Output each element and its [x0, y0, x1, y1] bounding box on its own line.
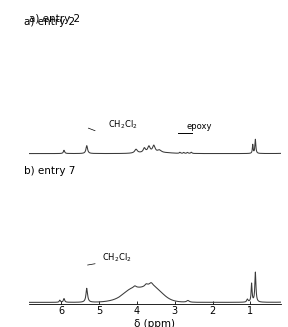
X-axis label: δ (ppm): δ (ppm) — [134, 319, 175, 327]
Text: CH$_2$Cl$_2$: CH$_2$Cl$_2$ — [108, 118, 138, 131]
Text: a) entry 2: a) entry 2 — [24, 17, 75, 27]
Text: CH$_2$Cl$_2$: CH$_2$Cl$_2$ — [102, 251, 132, 264]
Text: epoxy: epoxy — [187, 122, 212, 131]
Text: b) entry 7: b) entry 7 — [24, 166, 75, 176]
Text: a) entry 2: a) entry 2 — [29, 14, 80, 24]
